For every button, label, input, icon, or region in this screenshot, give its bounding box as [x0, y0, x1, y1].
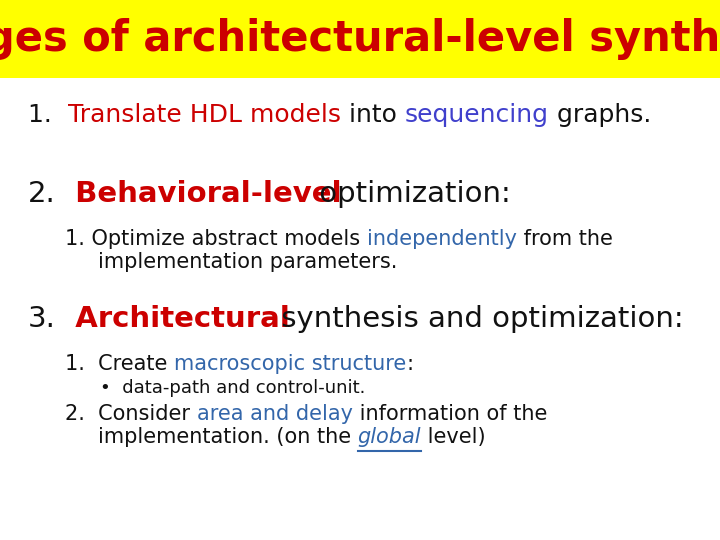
Text: Architectural: Architectural [55, 305, 290, 333]
Text: :: : [406, 354, 413, 374]
Text: area and delay: area and delay [197, 404, 353, 424]
Text: implementation parameters.: implementation parameters. [98, 252, 397, 272]
Text: Stages of architectural-level synthesis: Stages of architectural-level synthesis [0, 18, 720, 60]
Text: optimization:: optimization: [310, 180, 510, 208]
Text: into: into [341, 103, 405, 127]
Text: 1.: 1. [28, 103, 68, 127]
Text: graphs.: graphs. [549, 103, 651, 127]
Text: sequencing: sequencing [405, 103, 549, 127]
Text: 1. Optimize abstract models: 1. Optimize abstract models [65, 229, 366, 249]
Text: Behavioral-level: Behavioral-level [55, 180, 341, 208]
Text: global: global [358, 427, 421, 447]
Text: 3.: 3. [28, 305, 56, 333]
Text: macroscopic structure: macroscopic structure [174, 354, 406, 374]
Text: •  data-path and control-unit.: • data-path and control-unit. [100, 379, 365, 397]
Text: 2.  Consider: 2. Consider [65, 404, 197, 424]
Text: level): level) [421, 427, 486, 447]
Text: from the: from the [517, 229, 613, 249]
Text: synthesis and optimization:: synthesis and optimization: [272, 305, 683, 333]
Text: 1.  Create: 1. Create [65, 354, 174, 374]
Bar [0, 0, 720, 78]
Text: independently: independently [366, 229, 517, 249]
Text: 2.: 2. [28, 180, 55, 208]
Text: information of the: information of the [353, 404, 547, 424]
Text: Translate HDL models: Translate HDL models [68, 103, 341, 127]
Text: implementation. (on the: implementation. (on the [98, 427, 358, 447]
